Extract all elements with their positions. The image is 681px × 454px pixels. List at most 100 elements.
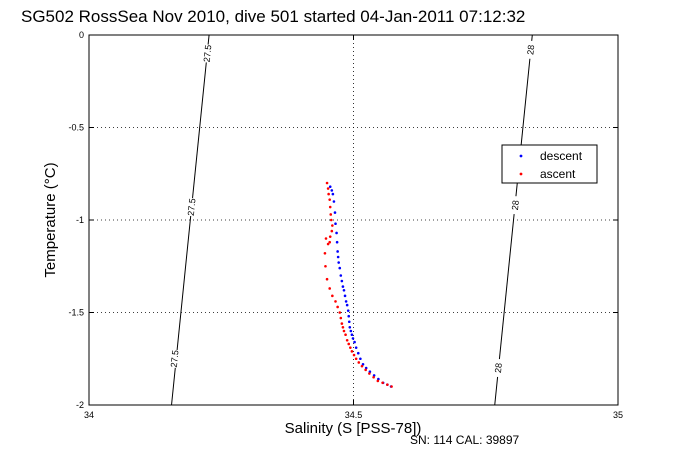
data-point-descent — [345, 303, 349, 307]
data-point-ascent — [345, 338, 349, 342]
y-tick-label: -0.5 — [68, 123, 84, 133]
data-point-descent — [335, 231, 338, 235]
y-tick-label: -2 — [76, 400, 84, 410]
data-point-descent — [340, 279, 344, 283]
x-axis-label: Salinity (S [PSS-78]) — [285, 420, 422, 437]
legend-box — [501, 144, 598, 184]
data-point-descent — [338, 266, 342, 270]
data-point-descent — [331, 192, 335, 196]
data-point-ascent — [350, 350, 354, 353]
x-tick-label: 35 — [613, 410, 623, 420]
data-point-ascent — [324, 237, 328, 240]
data-point-descent — [359, 357, 362, 361]
data-point-descent — [356, 351, 360, 355]
data-point-descent — [353, 340, 356, 344]
chart-title: SG502 RossSea Nov 2010, dive 501 started… — [21, 7, 525, 26]
y-tick-label: -1.5 — [68, 308, 84, 318]
density-contour-line — [494, 34, 533, 406]
data-point-ascent — [325, 277, 329, 281]
data-point-ascent — [352, 353, 356, 357]
data-point-descent — [349, 329, 353, 333]
y-tick-label: 0 — [79, 30, 84, 40]
data-point-ascent — [372, 375, 375, 379]
density-contour-label: 28 — [525, 44, 536, 55]
density-contour-label-bg — [186, 197, 197, 217]
data-point-descent — [334, 222, 337, 225]
axis-ticks: 34 34.5 35 0 -0.5 -1 -1.5 -2 — [68, 30, 623, 420]
data-point-descent — [341, 285, 345, 288]
data-point-ascent — [328, 198, 331, 201]
data-point-descent — [351, 337, 355, 340]
footer-serial-cal: SN: 114 CAL: 39897 — [410, 433, 520, 447]
data-point-descent — [330, 189, 334, 192]
data-point-descent — [354, 346, 358, 349]
data-point-ascent — [349, 346, 352, 349]
legend-label-ascent: ascent — [540, 167, 576, 181]
data-point-ascent — [354, 357, 358, 361]
density-contour-label-bg — [202, 44, 213, 63]
data-point-ascent — [344, 333, 347, 337]
data-point-ascent — [386, 383, 389, 386]
legend-marker-ascent — [519, 172, 523, 176]
data-point-ascent — [331, 294, 334, 298]
data-point-descent — [343, 294, 347, 298]
data-point-ascent — [328, 240, 331, 244]
data-point-descent — [348, 326, 352, 329]
data-point-descent — [347, 320, 351, 324]
density-contour-label: 28 — [510, 200, 521, 211]
x-tick-label: 34 — [84, 410, 94, 420]
data-point-ascent — [339, 316, 343, 320]
data-point-descent — [344, 300, 348, 303]
data-point-ascent — [336, 305, 339, 309]
y-tick-label: -1 — [76, 215, 84, 225]
density-contour-label-bg — [493, 358, 504, 378]
data-point-ascent — [376, 379, 380, 383]
data-point-ascent — [347, 342, 351, 346]
data-point-ascent — [323, 252, 327, 255]
density-contour-label-bg — [169, 349, 180, 369]
data-point-ascent — [334, 300, 337, 303]
data-point-ascent — [340, 322, 344, 325]
density-contour-label: 27.5 — [186, 198, 198, 216]
data-point-descent — [336, 255, 340, 259]
data-point-ascent — [326, 242, 330, 246]
data-point-descent — [333, 211, 337, 214]
density-contours: 27.5 27.5 27.5 28 28 28 — [169, 34, 536, 406]
data-point-ascent — [342, 329, 346, 333]
data-point-descent — [335, 240, 339, 244]
data-point-descent — [347, 314, 351, 318]
series-ascent — [323, 181, 393, 388]
density-contour-label-bg — [510, 195, 521, 215]
data-point-ascent — [328, 287, 331, 290]
data-point-ascent — [327, 192, 330, 196]
density-contour-label: 28 — [493, 363, 504, 374]
legend-marker-descent — [519, 154, 523, 158]
data-point-descent — [350, 333, 354, 337]
data-point-descent — [336, 250, 339, 253]
data-point-descent — [342, 289, 346, 292]
data-point-ascent — [328, 205, 332, 209]
x-tick-label: 34.5 — [345, 410, 363, 420]
data-point-ascent — [368, 372, 371, 375]
data-point-ascent — [328, 235, 332, 238]
data-point-ascent — [329, 218, 333, 222]
data-point-ascent — [390, 385, 393, 388]
density-contour-line — [171, 34, 210, 406]
data-points — [323, 181, 393, 388]
data-point-descent — [346, 309, 350, 312]
data-point-ascent — [329, 213, 333, 216]
data-point-descent — [332, 200, 336, 203]
data-point-ascent — [331, 224, 334, 227]
data-point-ascent — [381, 381, 384, 385]
legend: descent ascent — [501, 144, 598, 184]
density-contour-label-bg — [525, 40, 536, 60]
data-point-descent — [337, 261, 340, 264]
data-point-ascent — [341, 326, 345, 329]
data-point-ascent — [357, 361, 361, 364]
data-point-ascent — [360, 364, 364, 368]
y-axis-label: Temperature (°C) — [42, 162, 59, 277]
data-point-ascent — [326, 187, 330, 190]
data-point-ascent — [364, 368, 367, 372]
legend-label-descent: descent — [540, 149, 583, 163]
